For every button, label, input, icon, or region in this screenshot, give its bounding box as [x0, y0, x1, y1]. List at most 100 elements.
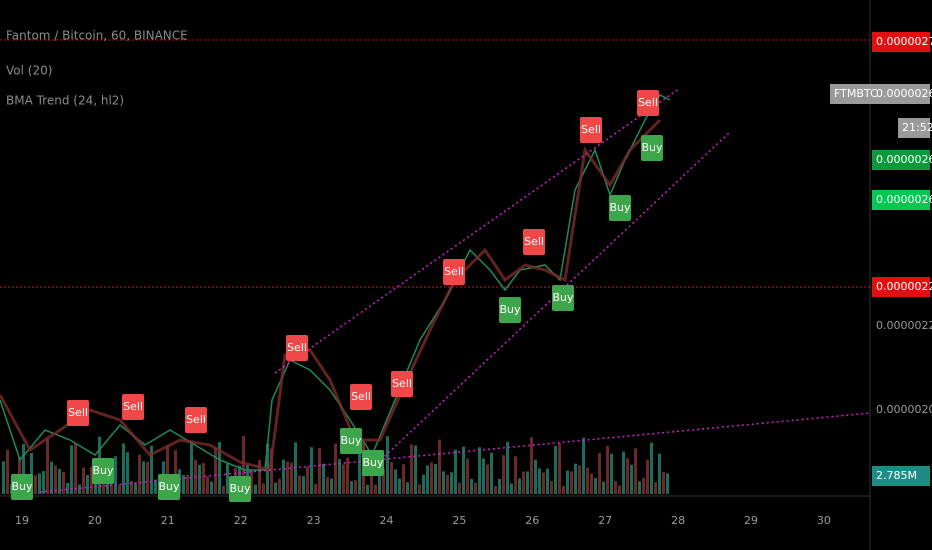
- buy-label: Buy: [609, 201, 631, 214]
- symbol-tag-text: FTMBTC: [834, 87, 878, 100]
- volume-bar: [398, 478, 401, 494]
- volume-bar: [458, 482, 461, 494]
- volume-bar: [442, 471, 445, 494]
- volume-bar: [414, 445, 417, 494]
- volume-bar: [522, 471, 525, 494]
- volume-bar: [418, 484, 421, 494]
- price-tag-text: 21:52: [902, 121, 932, 134]
- volume-bar: [350, 481, 353, 494]
- buy-label: Buy: [340, 434, 362, 447]
- time-tick: 23: [307, 514, 321, 527]
- volume-bar: [406, 482, 409, 494]
- volume-bar: [166, 445, 169, 494]
- sell-marker: [391, 371, 413, 397]
- buy-label: Buy: [362, 456, 384, 469]
- buy-marker: [340, 428, 362, 454]
- volume-bar: [390, 461, 393, 494]
- volume-bar: [358, 451, 361, 494]
- volume-bar: [126, 452, 129, 494]
- time-tick: 19: [15, 514, 29, 527]
- volume-bar: [354, 480, 357, 494]
- price-tag: [898, 118, 930, 138]
- buy-label: Buy: [552, 291, 574, 304]
- volume-bar: [190, 440, 193, 494]
- time-tick: 27: [598, 514, 612, 527]
- volume-bar: [446, 474, 449, 494]
- volume-bar: [114, 456, 117, 494]
- sell-marker: [350, 384, 372, 410]
- volume-bar: [290, 462, 293, 494]
- volume-bar: [306, 466, 309, 494]
- volume-bar: [146, 461, 149, 494]
- sell-label: Sell: [392, 377, 412, 390]
- volume-bar: [658, 453, 661, 494]
- sell-marker: [443, 259, 465, 285]
- sell-label: Sell: [186, 413, 206, 426]
- indicator-legend: BMA Trend (24, hl2): [6, 94, 124, 108]
- price-tag-text: 0.00000271: [876, 35, 932, 48]
- volume-bar: [578, 465, 581, 494]
- buy-label: Buy: [92, 464, 114, 477]
- volume-bar: [370, 459, 373, 494]
- volume-bar: [526, 471, 529, 494]
- volume-bar: [346, 457, 349, 494]
- time-tick: 21: [161, 514, 175, 527]
- volume-bar: [130, 480, 133, 494]
- volume-bar: [474, 482, 477, 494]
- volume-bar: [42, 471, 45, 494]
- volume-bar: [662, 472, 665, 494]
- volume-bar: [666, 473, 669, 494]
- volume-legend: Vol (20): [6, 64, 52, 78]
- sell-marker: [580, 117, 602, 143]
- price-tag: [872, 190, 930, 210]
- time-tick: 29: [744, 514, 758, 527]
- volume-bar: [86, 474, 89, 494]
- volume-bar: [282, 459, 285, 494]
- volume-bar: [122, 443, 125, 494]
- price-tag: [872, 277, 930, 297]
- volume-bar: [302, 476, 305, 494]
- volume-bar: [542, 472, 545, 494]
- time-axis: 19 20 21 22 23 24 25 26 27 28 29 30: [15, 514, 831, 527]
- volume-bar: [594, 478, 597, 494]
- support-line: [39, 412, 871, 493]
- volume-bar: [30, 453, 33, 494]
- volume-bar: [38, 473, 41, 494]
- sell-label: Sell: [581, 123, 601, 136]
- volume-bar: [90, 466, 93, 494]
- volume-bar: [434, 463, 437, 494]
- buy-label: Buy: [11, 480, 33, 493]
- volume-bar: [558, 442, 561, 494]
- volume-bar: [410, 444, 413, 494]
- volume-bar: [342, 464, 345, 494]
- volume-bar: [502, 455, 505, 494]
- volume-bar: [66, 482, 69, 494]
- volume-bar: [530, 437, 533, 494]
- volume-bar: [214, 448, 217, 494]
- volume-bar: [226, 463, 229, 494]
- volume-bar: [586, 467, 589, 494]
- volume-bar: [466, 458, 469, 494]
- volume-bar: [518, 478, 521, 494]
- volume-bar: [602, 481, 605, 494]
- volume-bar: [554, 445, 557, 494]
- volume-bar: [394, 469, 397, 494]
- buy-label: Buy: [641, 141, 663, 154]
- volume-bar: [198, 464, 201, 494]
- volume-bar: [298, 475, 301, 494]
- volume-bar: [582, 437, 585, 494]
- volume-bar: [438, 439, 441, 494]
- buy-label: Buy: [158, 480, 180, 493]
- volume-bar: [222, 485, 225, 494]
- buy-marker: [552, 285, 574, 311]
- volume-bar: [250, 470, 253, 494]
- sell-label: Sell: [444, 265, 464, 278]
- sell-label: Sell: [638, 96, 658, 109]
- symbol-title: Fantom / Bitcoin, 60, BINANCE: [6, 29, 188, 43]
- sell-marker: [286, 335, 308, 361]
- sell-marker: [637, 90, 659, 116]
- price-tag-text: 0.00000260: [876, 193, 932, 206]
- volume-bar: [590, 473, 593, 494]
- volume-bar: [286, 461, 289, 494]
